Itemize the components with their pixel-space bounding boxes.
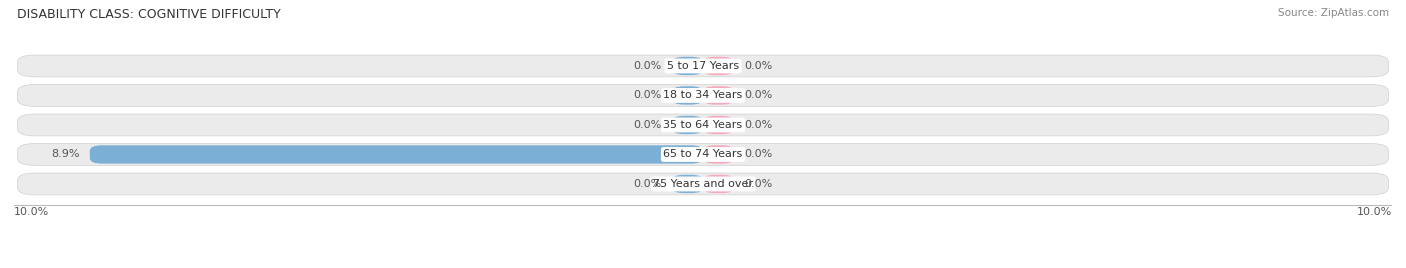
Text: 0.0%: 0.0% xyxy=(744,61,772,71)
FancyBboxPatch shape xyxy=(703,86,734,105)
FancyBboxPatch shape xyxy=(17,55,1389,77)
Text: 8.9%: 8.9% xyxy=(51,150,80,159)
FancyBboxPatch shape xyxy=(17,114,1389,136)
FancyBboxPatch shape xyxy=(703,175,734,193)
Text: 0.0%: 0.0% xyxy=(744,90,772,100)
Text: Source: ZipAtlas.com: Source: ZipAtlas.com xyxy=(1278,8,1389,18)
FancyBboxPatch shape xyxy=(672,116,703,134)
FancyBboxPatch shape xyxy=(672,175,703,193)
Text: 0.0%: 0.0% xyxy=(744,150,772,159)
FancyBboxPatch shape xyxy=(703,57,734,75)
Text: DISABILITY CLASS: COGNITIVE DIFFICULTY: DISABILITY CLASS: COGNITIVE DIFFICULTY xyxy=(17,8,281,21)
Text: 75 Years and over: 75 Years and over xyxy=(652,179,754,189)
FancyBboxPatch shape xyxy=(90,145,703,163)
Text: 0.0%: 0.0% xyxy=(744,179,772,189)
FancyBboxPatch shape xyxy=(17,173,1389,195)
Text: 5 to 17 Years: 5 to 17 Years xyxy=(666,61,740,71)
Text: 0.0%: 0.0% xyxy=(634,90,662,100)
FancyBboxPatch shape xyxy=(703,145,734,163)
FancyBboxPatch shape xyxy=(703,116,734,134)
FancyBboxPatch shape xyxy=(672,86,703,105)
FancyBboxPatch shape xyxy=(17,84,1389,106)
Text: 18 to 34 Years: 18 to 34 Years xyxy=(664,90,742,100)
Text: 0.0%: 0.0% xyxy=(634,120,662,130)
Text: 10.0%: 10.0% xyxy=(14,207,49,217)
Text: 0.0%: 0.0% xyxy=(744,120,772,130)
Text: 65 to 74 Years: 65 to 74 Years xyxy=(664,150,742,159)
Text: 35 to 64 Years: 35 to 64 Years xyxy=(664,120,742,130)
FancyBboxPatch shape xyxy=(17,144,1389,165)
Text: 10.0%: 10.0% xyxy=(1357,207,1392,217)
Text: 0.0%: 0.0% xyxy=(634,61,662,71)
FancyBboxPatch shape xyxy=(672,57,703,75)
Text: 0.0%: 0.0% xyxy=(634,179,662,189)
